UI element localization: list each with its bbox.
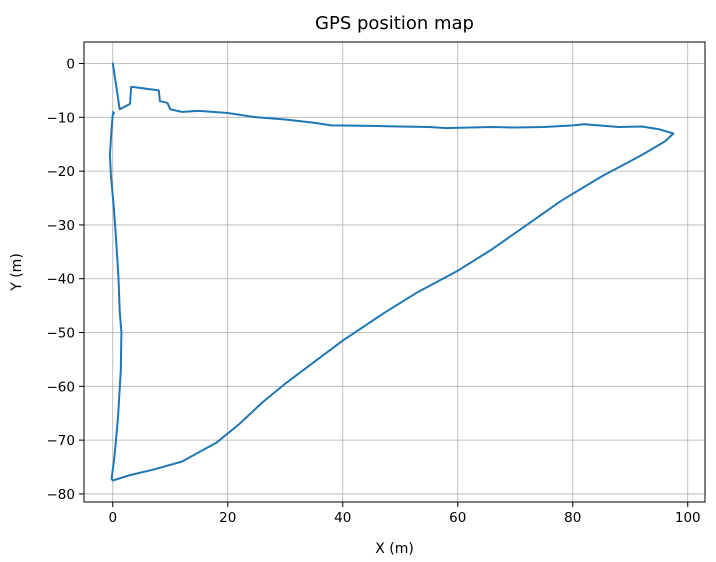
x-tick-label: 0 — [108, 510, 117, 526]
x-tick-label: 40 — [334, 510, 351, 526]
grid-lines — [84, 42, 705, 502]
gps-track-line — [108, 62, 675, 482]
y-tick-label: −50 — [47, 326, 76, 342]
axes-frame — [83, 41, 706, 503]
y-tick-label: 0 — [66, 57, 75, 73]
x-tick-label: 20 — [219, 510, 236, 526]
y-tick-label: −30 — [47, 218, 76, 234]
chart-title: GPS position map — [315, 13, 474, 34]
y-tick-label: −40 — [47, 272, 76, 288]
y-tick-label: −20 — [47, 164, 76, 180]
y-tick-label: −70 — [47, 433, 76, 449]
y-tick-label: −80 — [47, 487, 76, 503]
x-tick-label: 80 — [564, 510, 581, 526]
y-tick-label: −60 — [47, 379, 76, 395]
x-tick-label: 100 — [675, 510, 701, 526]
x-tick-label: 60 — [449, 510, 466, 526]
y-axis-label: Y (m) — [9, 253, 25, 292]
y-tick-label: −10 — [47, 110, 76, 126]
axis-ticks: 0 20 40 60 80 100 0 −10 −20 −30 −40 −50 −60 −70 −80 — [47, 57, 701, 526]
x-axis-label: X (m) — [375, 541, 414, 557]
plot-area — [108, 62, 675, 482]
